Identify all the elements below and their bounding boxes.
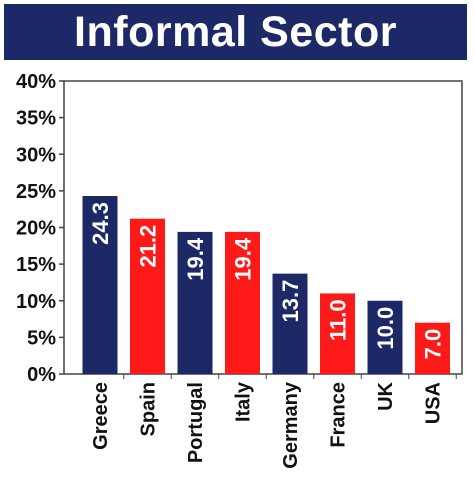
y-tick-label: 15%: [16, 254, 56, 276]
y-tick-label: 10%: [16, 291, 56, 313]
bar-france: [320, 293, 355, 374]
y-tick-label: 5%: [27, 327, 56, 349]
x-tick-label: France: [328, 382, 350, 448]
data-label: 10.0: [373, 307, 398, 350]
data-label: 19.4: [231, 237, 256, 281]
bar-greece: [82, 196, 118, 374]
x-tick-label: Greece: [90, 382, 112, 450]
x-tick-label: Portugal: [185, 382, 207, 463]
y-tick-label: 25%: [16, 181, 56, 203]
y-tick-label: 20%: [16, 218, 56, 240]
bar-spain: [130, 218, 165, 374]
data-label: 24.3: [88, 202, 113, 245]
x-tick-label: Italy: [233, 381, 255, 422]
data-label: 19.4: [183, 237, 208, 281]
data-label: 13.7: [278, 280, 303, 323]
x-tick-label: USA: [423, 382, 445, 424]
x-tick-label: Spain: [138, 382, 160, 436]
chart-title: Informal Sector: [74, 7, 397, 56]
x-tick-label: Germany: [280, 381, 302, 469]
data-label: 11.0: [326, 299, 351, 341]
x-tick-label: UK: [375, 381, 397, 410]
bar-uk: [367, 300, 403, 374]
data-label: 7.0: [421, 329, 446, 360]
bar-germany: [272, 273, 308, 374]
y-tick-label: 0%: [27, 364, 56, 386]
bar-italy: [225, 231, 260, 374]
bar-portugal: [177, 231, 213, 374]
title-banner: Informal Sector: [4, 4, 467, 60]
y-tick-label: 30%: [16, 144, 56, 166]
bar-usa: [415, 322, 450, 374]
y-tick-label: 40%: [16, 71, 56, 93]
y-tick-label: 35%: [16, 108, 56, 130]
data-label: 21.2: [136, 225, 161, 268]
